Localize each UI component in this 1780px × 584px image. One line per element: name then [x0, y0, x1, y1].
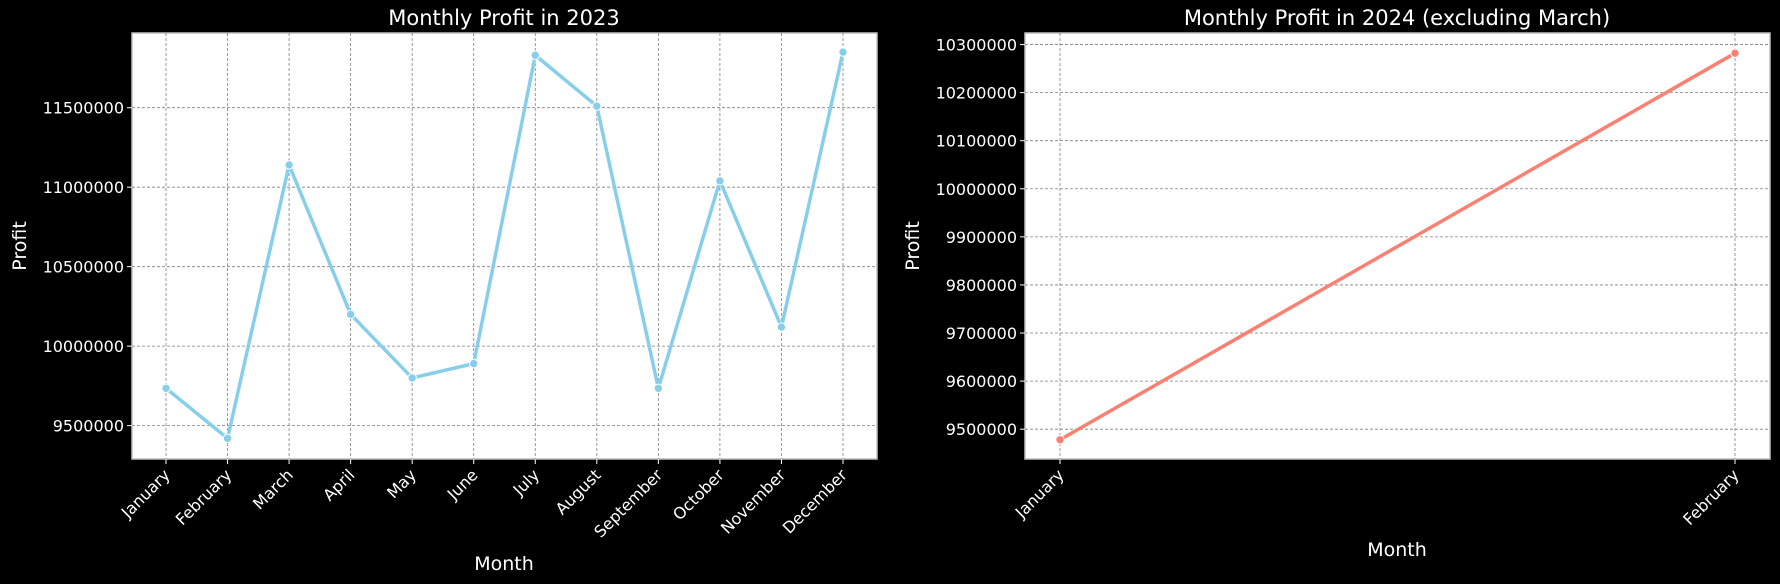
- data-point: [776, 322, 787, 332]
- x-axis-label-2024: Month: [1367, 539, 1427, 561]
- x-tick-label: November: [717, 465, 790, 538]
- x-tick-label: October: [669, 465, 728, 524]
- x-tick-label: January: [1011, 465, 1068, 522]
- data-point: [838, 47, 848, 57]
- x-tick-label: March: [249, 465, 297, 513]
- data-point: [222, 433, 233, 444]
- y-tick-label: 9600000: [946, 372, 1017, 391]
- data-point: [345, 309, 356, 320]
- x-tick-label: January: [117, 465, 174, 522]
- y-tick-label: 11500000: [43, 99, 124, 118]
- data-point: [161, 383, 171, 393]
- x-tick-label: May: [383, 465, 420, 502]
- series-line: [1058, 51, 1737, 442]
- x-tick-label: August: [552, 465, 605, 518]
- y-axis-label-2023: Profit: [9, 221, 31, 271]
- y-tick-label: 9900000: [946, 228, 1017, 247]
- y-tick-label: 10200000: [936, 84, 1017, 103]
- grid-2024: [1025, 33, 1770, 459]
- y-tick-label: 9800000: [946, 276, 1017, 295]
- chart-2024: January February 9500000 9600000 9700000 9800…: [902, 6, 1771, 561]
- y-tick-label: 10100000: [936, 132, 1017, 151]
- y-tick-label: 10000000: [43, 337, 124, 356]
- y-tick-label: 10500000: [43, 258, 124, 277]
- grid-2023: [132, 33, 877, 459]
- chart-title-2024: Monthly Profit in 2024 (excluding March): [1184, 6, 1610, 30]
- chart-title-2023: Monthly Profit in 2023: [388, 6, 619, 30]
- x-tick-label: April: [319, 465, 358, 504]
- y-tick-label: 9700000: [946, 324, 1017, 343]
- plot-area-2023: [131, 32, 878, 460]
- y-axis-label-2024: Profit: [902, 221, 924, 271]
- x-tick-label: July: [509, 465, 543, 499]
- x-tick-label: December: [779, 465, 851, 537]
- x-tick-label: February: [172, 465, 236, 529]
- data-point: [592, 101, 602, 111]
- series-2024: [1055, 48, 1740, 445]
- x-axis-label-2023: Month: [474, 553, 534, 575]
- data-point: [530, 50, 540, 60]
- data-point: [1730, 48, 1740, 58]
- series-2023: [161, 47, 848, 444]
- data-point: [407, 373, 417, 383]
- y-tick-label: 10300000: [936, 36, 1017, 55]
- x-tick-label: February: [1679, 465, 1743, 529]
- data-point: [284, 160, 294, 170]
- y-tick-label: 9500000: [53, 417, 124, 436]
- y-tick-label: 9500000: [946, 420, 1017, 439]
- x-tick-label: June: [443, 465, 482, 504]
- data-point: [469, 358, 479, 369]
- series-line: [164, 50, 845, 441]
- y-tick-label: 11000000: [43, 178, 124, 197]
- y-tick-label: 10000000: [936, 180, 1017, 199]
- data-point: [715, 176, 725, 186]
- data-point: [653, 383, 664, 393]
- data-point: [1055, 435, 1065, 445]
